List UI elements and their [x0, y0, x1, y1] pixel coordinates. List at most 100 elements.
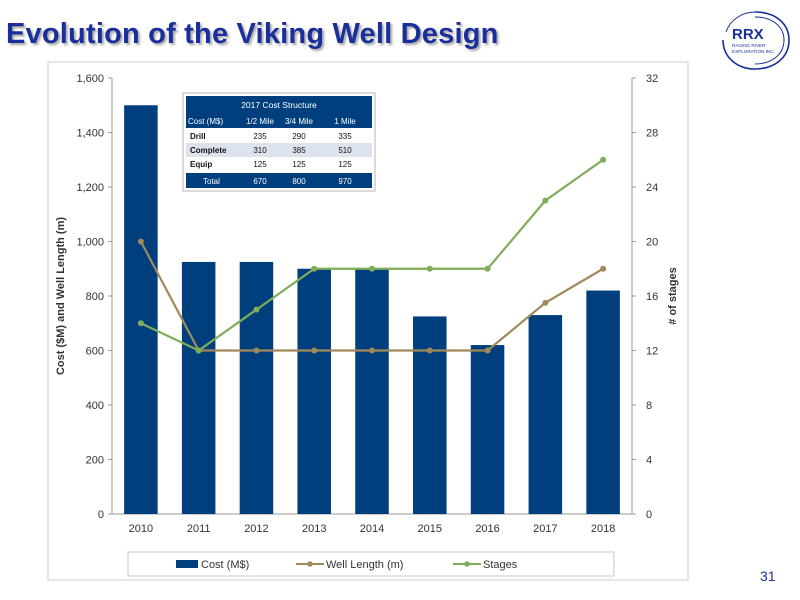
inset-table-header-cell: Cost (M$): [188, 117, 223, 126]
y-ticks-group: 0 200 400 600 800 1,000 1,200 1,400 1,600: [76, 73, 112, 521]
legend-label-well-length: Well Length (m): [326, 559, 403, 571]
logo-subtext-1: RAGING RIVER: [732, 43, 766, 48]
legend-marker-well-length: [307, 561, 313, 567]
x-ticks-group: 2010 2011 2012 2013 2014 2015 2016 2017 2018: [129, 523, 616, 535]
page-number: 31: [760, 568, 776, 584]
inset-table-cell: 335: [338, 132, 352, 141]
bar-2018: [586, 290, 620, 514]
y-tick-label: 0: [98, 509, 104, 521]
well-length-point-2017: [542, 299, 549, 306]
inset-table-row-alt: [186, 143, 372, 157]
x-tick-label: 2015: [418, 523, 442, 535]
bar-2013: [297, 268, 331, 514]
x-tick-label: 2012: [244, 523, 268, 535]
inset-table-cell: 125: [253, 160, 267, 169]
y2-axis-label: # of stages: [667, 267, 679, 324]
bar-2011: [181, 261, 216, 514]
y2-ticks-group: 0 4 8 12 16 20 24 28 32: [632, 73, 658, 521]
legend: Cost (M$) Well Length (m) Stages: [127, 551, 615, 577]
inset-table-title: 2017 Cost Structure: [241, 100, 317, 110]
logo-subtext-2: EXPLORATION INC.: [732, 49, 775, 54]
stages-point-2011: [195, 347, 202, 354]
y2-tick-label: 32: [646, 73, 658, 85]
bar-2016: [470, 345, 505, 514]
well-length-point-2010: [137, 238, 144, 245]
stages-point-2010: [137, 320, 144, 327]
inset-table-cell: 385: [292, 146, 306, 155]
stages-point-2018: [600, 156, 607, 163]
stages-point-2017: [542, 197, 549, 204]
inset-table-cell: 310: [253, 146, 267, 155]
inset-table-header-cell: 1/2 Mile: [246, 117, 275, 126]
y-tick-label: 200: [86, 455, 104, 467]
y-tick-label: 1,200: [76, 182, 104, 194]
inset-table-cell: Equip: [190, 160, 212, 169]
inset-table: 2017 Cost Structure Cost (M$) 1/2 Mile 3/4…: [182, 92, 376, 192]
stages-point-2016: [484, 265, 491, 272]
y-tick-label: 1,600: [76, 73, 104, 85]
lines-group: [137, 156, 607, 354]
bar-2012: [239, 261, 274, 514]
slide-title: Evolution of the Viking Well Design: [6, 18, 499, 50]
y2-tick-label: 20: [646, 237, 658, 249]
stages-point-2014: [369, 265, 375, 272]
y-axis-label: Cost ($M) and Well Length (m): [55, 217, 67, 375]
stages-point-2013: [311, 265, 318, 272]
x-tick-label: 2014: [360, 523, 384, 535]
y2-tick-label: 12: [646, 346, 658, 358]
x-tick-label: 2011: [187, 523, 211, 535]
inset-table-total-cell: Total: [203, 177, 220, 186]
x-tick-label: 2018: [591, 523, 615, 535]
inset-table-cell: 125: [292, 160, 306, 169]
inset-table-cell: Drill: [190, 132, 206, 141]
well-length-point-2012: [253, 347, 260, 354]
inset-table-total-cell: 800: [292, 177, 306, 186]
inset-table-cell: 125: [338, 160, 352, 169]
inset-table-cell: 290: [292, 132, 306, 141]
inset-table-cell: 510: [338, 146, 352, 155]
well-length-point-2018: [600, 265, 607, 272]
stages-point-2015: [426, 265, 433, 272]
x-tick-label: 2017: [533, 523, 557, 535]
y2-tick-label: 8: [646, 400, 652, 412]
inset-table-headers: Cost (M$) 1/2 Mile 3/4 Mile 1 Mile: [188, 117, 356, 126]
y-tick-label: 600: [86, 346, 104, 358]
inset-table-total: Total 670 800 970: [203, 177, 352, 186]
inset-table-cell: 235: [253, 132, 267, 141]
plot-area-frame: [47, 61, 689, 581]
x-tick-label: 2013: [302, 523, 326, 535]
logo-text: RRX: [732, 26, 764, 43]
stages-point-2012: [253, 306, 260, 313]
x-tick-label: 2016: [475, 523, 499, 535]
inset-table-header-cell: 1 Mile: [334, 117, 356, 126]
y-tick-label: 1,400: [76, 128, 104, 140]
y2-tick-label: 16: [646, 291, 658, 303]
legend-marker-stages: [464, 561, 470, 567]
inset-table-header-bg: [186, 96, 372, 128]
y2-tick-label: 28: [646, 128, 658, 140]
y-tick-label: 800: [86, 291, 104, 303]
bar-2010: [124, 105, 158, 514]
legend-box: [127, 551, 615, 577]
legend-label-stages: Stages: [483, 559, 518, 571]
x-tick-label: 2010: [129, 523, 153, 535]
legend-swatch-cost: [176, 560, 198, 568]
inset-table-rows: Drill 235 290 335 Complete 310 385 510 Equip 125 1…: [190, 132, 352, 169]
bar-2017: [528, 315, 563, 514]
y2-tick-label: 24: [646, 182, 658, 194]
y2-tick-label: 4: [646, 455, 652, 467]
inset-table-total-cell: 970: [338, 177, 352, 186]
logo-swirl-icon: [722, 11, 790, 70]
inset-table-cell: Complete: [190, 146, 227, 155]
y2-tick-label: 0: [646, 509, 652, 521]
y-tick-label: 1,000: [76, 237, 104, 249]
inset-table-total-cell: 670: [253, 177, 267, 186]
company-logo: RRX RAGING RIVER EXPLORATION INC.: [722, 11, 790, 70]
well-length-point-2013: [311, 347, 318, 354]
inset-table-header-cell: 3/4 Mile: [285, 117, 314, 126]
y-tick-label: 400: [86, 400, 104, 412]
bar-2014: [355, 268, 389, 514]
legend-label-cost: Cost (M$): [201, 559, 249, 571]
bar-2015: [413, 316, 447, 514]
